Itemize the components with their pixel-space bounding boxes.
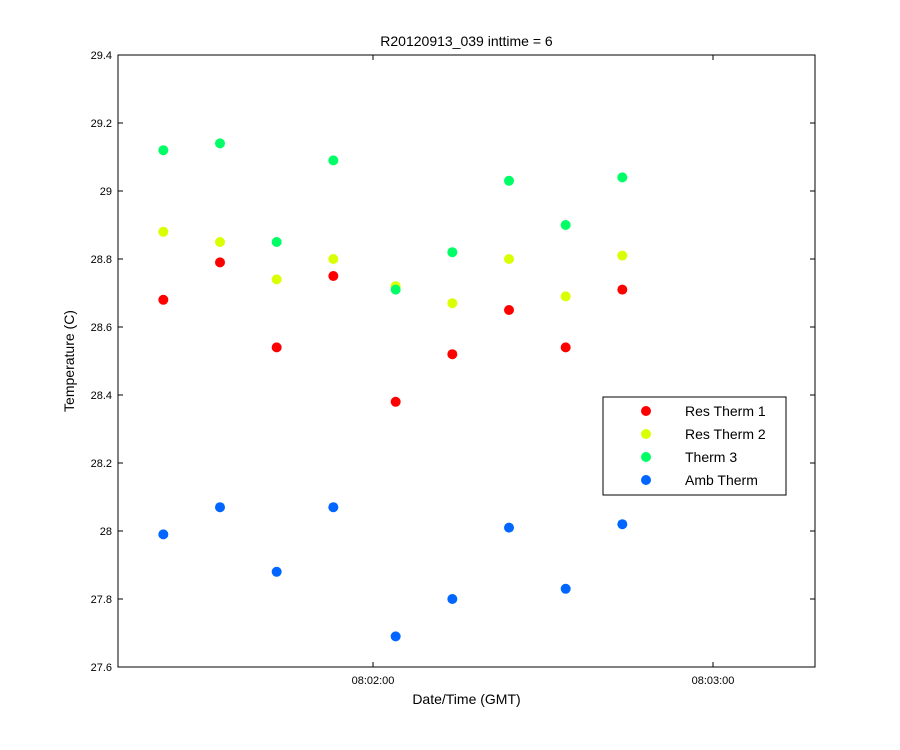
legend-label-res-therm-2: Res Therm 2	[685, 426, 766, 442]
legend-label-amb-therm: Amb Therm	[685, 472, 758, 488]
x-axis-title: Date/Time (GMT)	[412, 691, 520, 707]
data-point-res-therm-1	[328, 271, 339, 281]
y-tick-label: 28.8	[91, 254, 112, 266]
data-point-therm-3	[390, 284, 401, 295]
data-point-res-therm-2	[617, 250, 628, 261]
data-point-res-therm-2	[215, 237, 225, 247]
data-point-res-therm-1	[158, 294, 169, 305]
data-point-amb-therm	[617, 519, 628, 530]
data-point-amb-therm	[328, 502, 339, 513]
data-point-res-therm-1	[390, 396, 401, 407]
legend: Res Therm 1 Res Therm 2 Therm 3 Amb Therm	[602, 396, 787, 496]
data-point-therm-3	[447, 247, 458, 258]
data-point-amb-therm	[504, 522, 514, 533]
data-point-res-therm-1	[504, 305, 514, 315]
y-tick-label: 28	[100, 526, 112, 538]
data-point-res-therm-2	[328, 254, 339, 264]
data-point-res-therm-1	[447, 349, 458, 360]
plot-area-frame	[117, 54, 816, 668]
legend-marker-therm-3	[641, 452, 651, 462]
legend-box	[602, 396, 787, 496]
y-tick-label: 28.4	[91, 390, 112, 402]
data-point-amb-therm	[271, 566, 282, 577]
data-point-res-therm-2	[271, 274, 282, 285]
y-tick-label: 29	[100, 186, 112, 198]
data-point-amb-therm	[560, 583, 571, 594]
x-tick-label: 08:03:00	[692, 675, 735, 687]
data-point-amb-therm	[215, 502, 225, 513]
data-point-therm-3	[215, 138, 225, 149]
data-point-res-therm-1	[617, 284, 628, 295]
data-point-therm-3	[271, 237, 282, 247]
plot-layer	[158, 138, 628, 642]
legend-marker-amb-therm	[641, 475, 651, 485]
data-point-therm-3	[328, 155, 339, 166]
x-tick-label: 08:02:00	[352, 675, 395, 687]
data-point-therm-3	[504, 175, 514, 186]
y-tick-label: 29.4	[91, 50, 112, 62]
y-tick-label: 28.2	[91, 458, 112, 470]
data-point-therm-3	[617, 172, 628, 183]
y-tick-label: 27.8	[91, 594, 112, 606]
chart-title: R20120913_039 inttime = 6	[380, 33, 553, 49]
data-point-amb-therm	[158, 529, 169, 540]
data-point-therm-3	[158, 145, 169, 156]
y-tick-label: 27.6	[91, 662, 112, 674]
data-point-therm-3	[560, 220, 571, 230]
legend-marker-res-therm-2	[641, 429, 651, 439]
y-tick-label: 29.2	[91, 118, 112, 130]
data-point-res-therm-1	[560, 342, 571, 353]
data-point-res-therm-2	[504, 254, 514, 264]
data-point-amb-therm	[390, 631, 401, 642]
data-point-res-therm-2	[447, 298, 458, 309]
data-point-res-therm-2	[560, 291, 571, 302]
legend-label-therm-3: Therm 3	[685, 449, 737, 465]
tick-layer: 27.6 27.8 28 28.2 28.4 28.6 28.8 29 29.2 29.4 08:0…	[91, 50, 815, 687]
y-tick-label: 28.6	[91, 322, 112, 334]
data-point-res-therm-1	[271, 342, 282, 353]
legend-label-res-therm-1: Res Therm 1	[685, 403, 766, 419]
data-point-amb-therm	[447, 594, 458, 604]
y-axis-title: Temperature (C)	[61, 310, 77, 412]
data-point-res-therm-2	[158, 226, 169, 237]
legend-marker-res-therm-1	[641, 406, 651, 416]
data-point-res-therm-1	[215, 257, 225, 268]
